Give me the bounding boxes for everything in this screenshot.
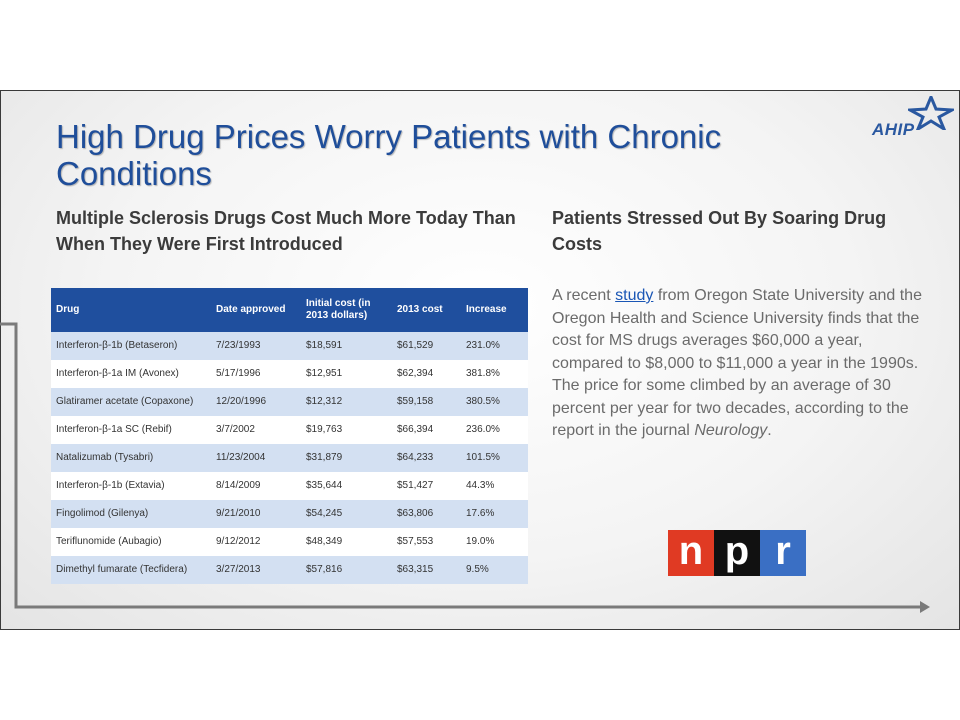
cell-initial-cost: $12,312 bbox=[301, 388, 392, 416]
cell-drug: Interferon-β-1a SC (Rebif) bbox=[51, 416, 211, 444]
page-title: High Drug Prices Worry Patients with Chr… bbox=[56, 118, 722, 192]
cell-2013-cost: $63,315 bbox=[392, 556, 461, 584]
table-row: Glatiramer acetate (Copaxone) 12/20/1996… bbox=[51, 388, 528, 416]
cell-date: 11/23/2004 bbox=[211, 444, 301, 472]
table-row: Interferon-β-1a IM (Avonex) 5/17/1996 $1… bbox=[51, 360, 528, 388]
cell-increase: 101.5% bbox=[461, 444, 528, 472]
cell-increase: 231.0% bbox=[461, 332, 528, 360]
cell-date: 3/7/2002 bbox=[211, 416, 301, 444]
cell-drug: Natalizumab (Tysabri) bbox=[51, 444, 211, 472]
cell-initial-cost: $54,245 bbox=[301, 500, 392, 528]
cell-2013-cost: $59,158 bbox=[392, 388, 461, 416]
header-date-approved: Date approved bbox=[211, 288, 301, 332]
cell-initial-cost: $18,591 bbox=[301, 332, 392, 360]
drug-cost-table: Drug Date approved Initial cost (in 2013… bbox=[51, 288, 528, 584]
cell-date: 12/20/1996 bbox=[211, 388, 301, 416]
cell-2013-cost: $66,394 bbox=[392, 416, 461, 444]
cell-2013-cost: $61,529 bbox=[392, 332, 461, 360]
cell-initial-cost: $35,644 bbox=[301, 472, 392, 500]
header-initial-cost: Initial cost (in 2013 dollars) bbox=[301, 288, 392, 332]
cell-2013-cost: $64,233 bbox=[392, 444, 461, 472]
cell-increase: 236.0% bbox=[461, 416, 528, 444]
cell-initial-cost: $31,879 bbox=[301, 444, 392, 472]
cell-2013-cost: $63,806 bbox=[392, 500, 461, 528]
cell-date: 7/23/1993 bbox=[211, 332, 301, 360]
cell-increase: 380.5% bbox=[461, 388, 528, 416]
cell-initial-cost: $19,763 bbox=[301, 416, 392, 444]
cell-drug: Fingolimod (Gilenya) bbox=[51, 500, 211, 528]
header-increase: Increase bbox=[461, 288, 528, 332]
ahip-logo: AHIP bbox=[872, 96, 958, 144]
cell-drug: Interferon-β-1a IM (Avonex) bbox=[51, 360, 211, 388]
table-row: Interferon-β-1b (Betaseron) 7/23/1993 $1… bbox=[51, 332, 528, 360]
cell-drug: Dimethyl fumarate (Tecfidera) bbox=[51, 556, 211, 584]
cell-increase: 381.8% bbox=[461, 360, 528, 388]
table-row: Interferon-β-1a SC (Rebif) 3/7/2002 $19,… bbox=[51, 416, 528, 444]
cell-initial-cost: $12,951 bbox=[301, 360, 392, 388]
body-text-middle: from Oregon State University and the Ore… bbox=[552, 287, 922, 439]
cell-2013-cost: $62,394 bbox=[392, 360, 461, 388]
article-heading: Patients Stressed Out By Soaring Drug Co… bbox=[552, 208, 887, 254]
cell-2013-cost: $51,427 bbox=[392, 472, 461, 500]
drug-cost-table-container: Drug Date approved Initial cost (in 2013… bbox=[51, 288, 528, 584]
cell-initial-cost: $48,349 bbox=[301, 528, 392, 556]
cell-increase: 9.5% bbox=[461, 556, 528, 584]
table-row: Dimethyl fumarate (Tecfidera) 3/27/2013 … bbox=[51, 556, 528, 584]
table-row: Teriflunomide (Aubagio) 9/12/2012 $48,34… bbox=[51, 528, 528, 556]
cell-drug: Interferon-β-1b (Betaseron) bbox=[51, 332, 211, 360]
cell-date: 9/12/2012 bbox=[211, 528, 301, 556]
npr-letter-r: r bbox=[760, 530, 806, 576]
cell-date: 5/17/1996 bbox=[211, 360, 301, 388]
cell-drug: Teriflunomide (Aubagio) bbox=[51, 528, 211, 556]
table-header-row: Drug Date approved Initial cost (in 2013… bbox=[51, 288, 528, 332]
article-body: A recent study from Oregon State Univers… bbox=[552, 285, 924, 443]
body-text-start: A recent bbox=[552, 287, 616, 304]
star-icon bbox=[908, 96, 954, 130]
npr-letter-p: p bbox=[714, 530, 760, 576]
journal-name: Neurology bbox=[694, 422, 768, 439]
logo-text: AHIP bbox=[872, 120, 915, 139]
cell-drug: Interferon-β-1b (Extavia) bbox=[51, 472, 211, 500]
cell-increase: 44.3% bbox=[461, 472, 528, 500]
body-text-end: . bbox=[767, 422, 772, 439]
table-row: Fingolimod (Gilenya) 9/21/2010 $54,245 $… bbox=[51, 500, 528, 528]
cell-increase: 19.0% bbox=[461, 528, 528, 556]
table-heading: Multiple Sclerosis Drugs Cost Much More … bbox=[56, 208, 516, 254]
cell-2013-cost: $57,553 bbox=[392, 528, 461, 556]
study-link[interactable]: study bbox=[615, 287, 654, 304]
table-row: Natalizumab (Tysabri) 11/23/2004 $31,879… bbox=[51, 444, 528, 472]
table-row: Interferon-β-1b (Extavia) 8/14/2009 $35,… bbox=[51, 472, 528, 500]
cell-drug: Glatiramer acetate (Copaxone) bbox=[51, 388, 211, 416]
cell-date: 3/27/2013 bbox=[211, 556, 301, 584]
cell-date: 9/21/2010 bbox=[211, 500, 301, 528]
cell-date: 8/14/2009 bbox=[211, 472, 301, 500]
cell-initial-cost: $57,816 bbox=[301, 556, 392, 584]
npr-letter-n: n bbox=[668, 530, 714, 576]
npr-logo: n p r bbox=[668, 530, 806, 576]
header-drug: Drug bbox=[51, 288, 211, 332]
cell-increase: 17.6% bbox=[461, 500, 528, 528]
header-2013-cost: 2013 cost bbox=[392, 288, 461, 332]
